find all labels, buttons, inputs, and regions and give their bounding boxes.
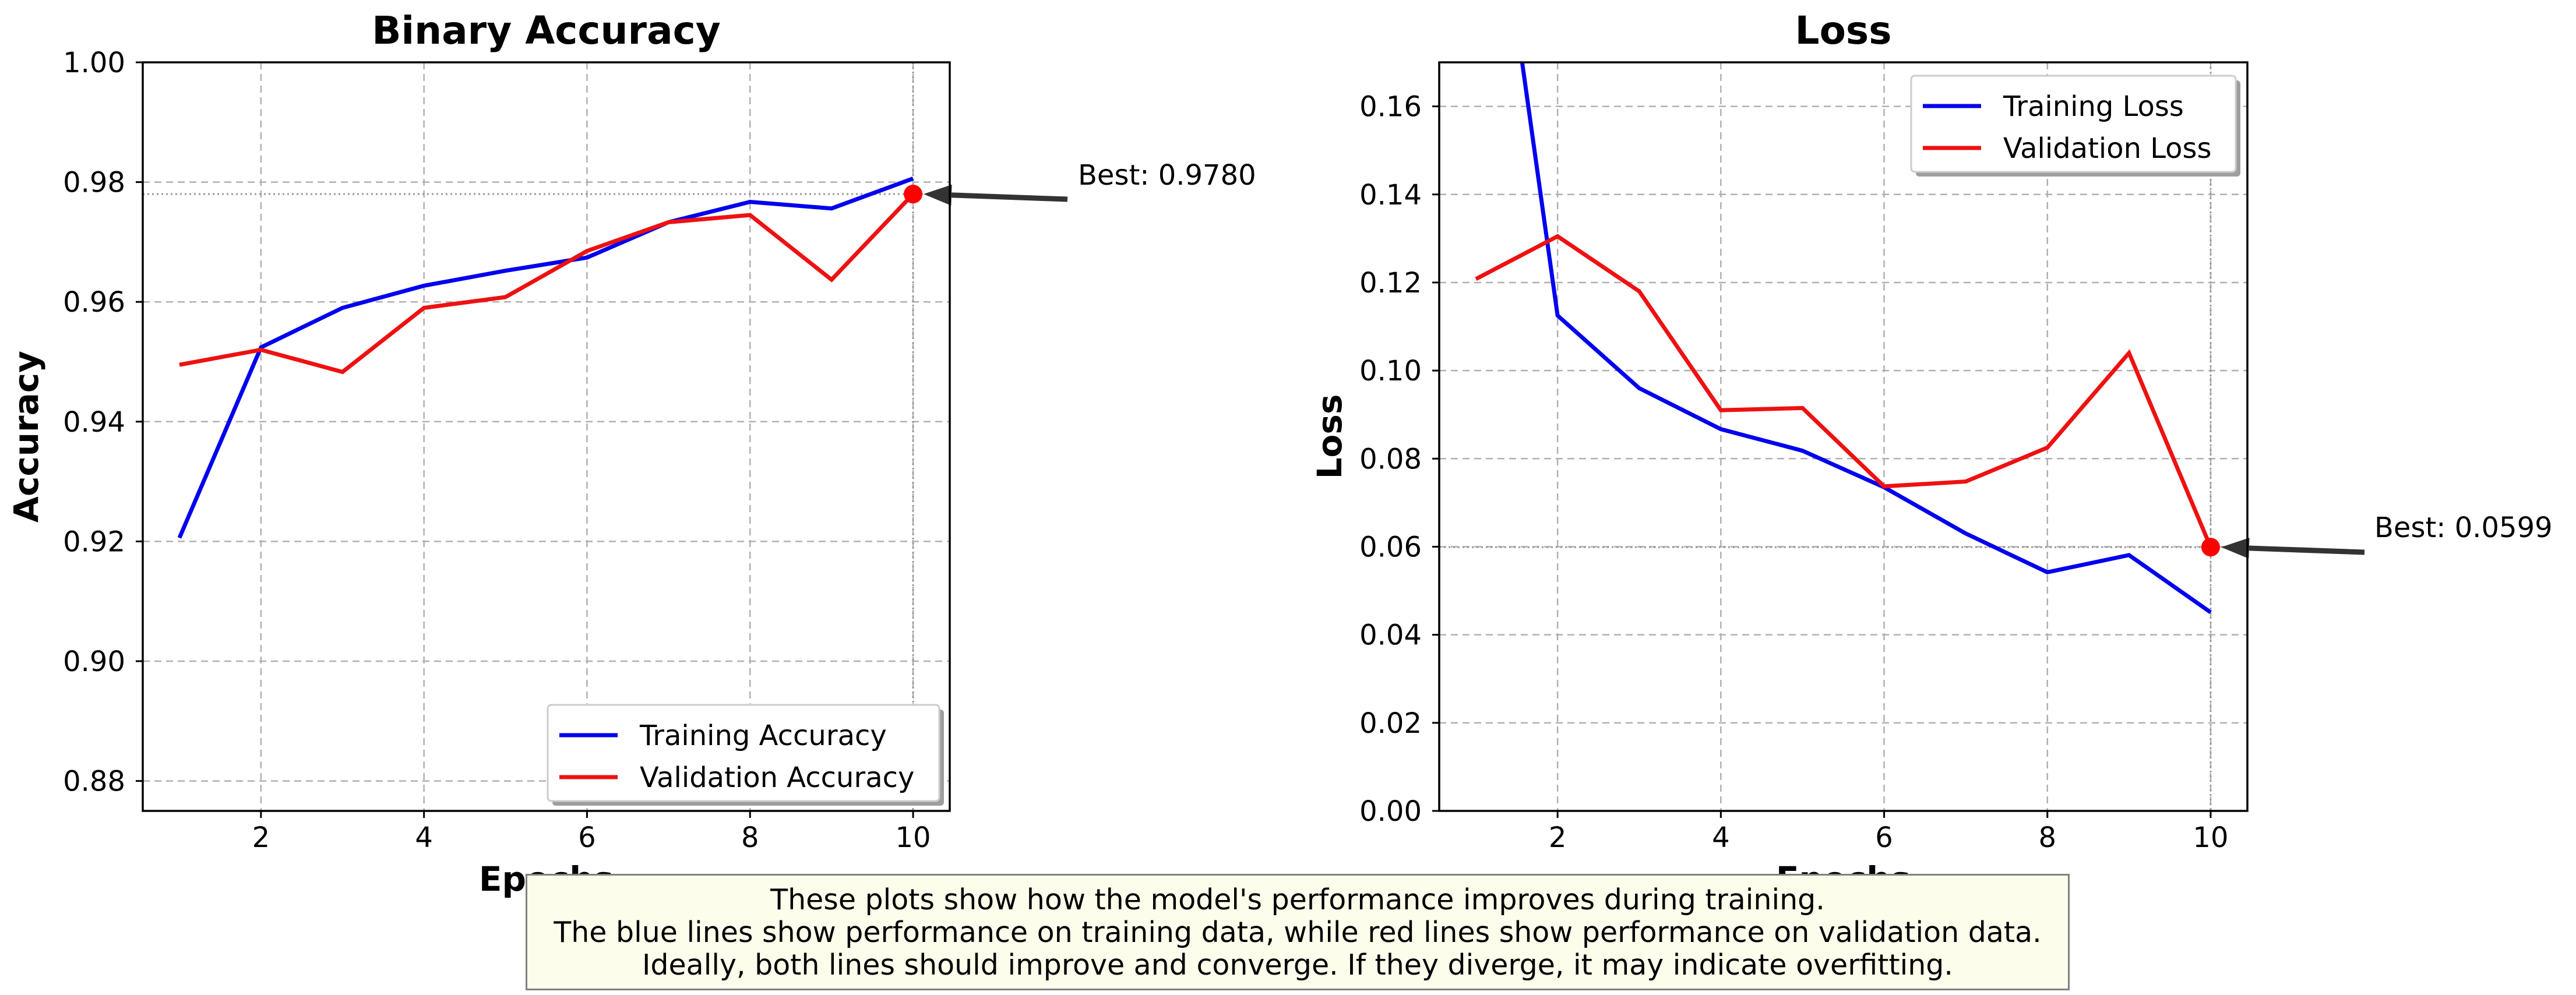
legend-label: Training Accuracy [639,719,887,752]
x-tick-label: 2 [252,821,270,854]
annotation-arrowhead [924,184,952,206]
legend-label: Training Loss [2003,90,2184,123]
x-tick-label: 6 [1875,821,1893,854]
chart-loss: 2 4 6 8 10 0.00 0.02 0.04 0.06 0.08 0.10 0.12 0.14 0.… [1310,8,2553,899]
note-line: The blue lines show performance on train… [554,916,2042,949]
x-tick-label: 4 [415,821,433,854]
y-axis-label: Loss [1310,394,1349,479]
legend-box [1910,75,2237,173]
best-annotation: Best: 0.9780 [1078,159,1256,192]
x-tick-label: 8 [2038,821,2056,854]
legend-label: Validation Loss [2003,132,2212,165]
grid [143,61,950,811]
legend: Training Loss Validation Loss [1910,75,2240,177]
annotation-arrow [951,192,1068,202]
y-tick-label: 0.02 [1359,707,1422,740]
y-tick-label: 0.90 [63,645,125,678]
y-tick-label: 0.92 [63,525,125,558]
chart-accuracy: 2 4 6 8 10 0.88 0.90 0.92 0.94 0.96 0.98 1.00 Best: … [6,8,1256,899]
x-tick-label: 10 [2193,821,2228,854]
plot-frame [1438,61,2249,812]
note-line: These plots show how the model's perform… [770,883,1825,916]
y-tick-label: 0.94 [63,406,125,439]
legend-label: Validation Accuracy [640,761,914,794]
y-axis-label: Accuracy [6,351,46,523]
x-tick-label: 4 [1712,821,1730,854]
x-tick-label: 8 [741,821,759,854]
y-tick-label: 0.88 [63,765,125,798]
plot-frame [142,61,951,812]
y-tick-label: 0.16 [1359,91,1422,124]
validation-series-line [179,192,915,375]
best-marker [904,185,923,204]
legend: Training Accuracy Validation Accuracy [547,704,944,806]
y-tick-label: 0.06 [1359,531,1422,563]
y-tick-label: 0.10 [1359,355,1422,387]
y-tick-label: 0.96 [63,286,125,319]
y-tick-label: 0.98 [63,167,125,199]
y-tick-label: 0.08 [1359,443,1422,475]
chart-title: Binary Accuracy [372,8,721,53]
annotation-arrow [2249,545,2365,555]
x-tick-label: 6 [578,821,596,854]
y-tick-label: 0.12 [1359,267,1422,299]
training-series-line [1520,62,2212,614]
explanation-note: These plots show how the model's perform… [526,874,2070,990]
y-tick-label: 0.14 [1359,179,1422,211]
x-tick-label: 10 [896,821,931,854]
y-tick-label: 1.00 [63,47,125,79]
validation-series-line [1475,234,2213,548]
note-line: Ideally, both lines should improve and c… [642,948,1953,982]
training-series-line [177,177,914,539]
x-tick-label: 2 [1549,821,1567,854]
best-annotation: Best: 0.0599 [2374,511,2553,544]
y-tick-label: 0.00 [1359,795,1422,828]
chart-title: Loss [1795,8,1892,53]
best-marker [2201,538,2220,557]
y-tick-label: 0.04 [1359,619,1422,652]
legend-box [547,704,940,802]
annotation-arrowhead [2221,537,2250,559]
